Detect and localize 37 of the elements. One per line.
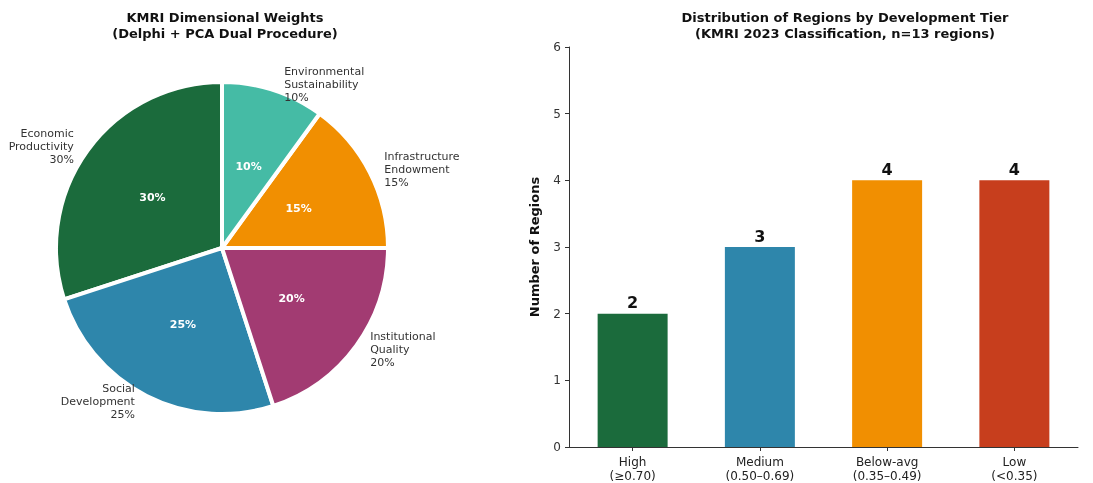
text: 25%: [169, 318, 197, 332]
text: 30%: [139, 190, 166, 204]
data-label: 30%: [49, 153, 74, 167]
y-tick-label: 6: [553, 40, 561, 54]
x-tick-label: Below-avg (0.35–0.49): [852, 455, 922, 483]
y-tick-label: 2: [553, 306, 561, 321]
y-axis-title: Number of Regions: [527, 176, 542, 318]
text: 10%: [235, 159, 262, 173]
data-label: 15%: [384, 176, 409, 190]
bar: [852, 180, 923, 447]
data-label: 10%: [284, 90, 309, 104]
slice-label: Institutional Quality: [370, 329, 436, 356]
y-tick-label: 5: [553, 106, 561, 121]
slice-label: Social Development: [60, 381, 136, 408]
y-tick-label: 1: [553, 373, 561, 388]
slice-label: Infrastructure Endowment: [384, 150, 460, 177]
text: 15%: [285, 202, 312, 216]
slice-label: Environmental Sustainability: [284, 64, 365, 91]
text: 20%: [278, 292, 305, 306]
data-label: 4: [1008, 159, 1020, 179]
data-label: 25%: [110, 407, 135, 421]
y-tick-label: 0: [553, 440, 561, 454]
x-tick-label: Low (<0.35): [991, 455, 1038, 483]
data-label: 2: [627, 293, 639, 313]
y-tick-label: 4: [553, 173, 561, 188]
bar: [597, 313, 668, 447]
y-tick-label: 3: [553, 240, 561, 254]
slice-label: Economic Productivity: [8, 127, 75, 154]
data-label: 3: [754, 226, 766, 246]
bar: [724, 247, 795, 447]
x-tick-label: Medium (0.50–0.69): [725, 455, 795, 483]
chart-title: Distribution of Regions by Development Tier (KMRI 2023 Classification, n=13 regions): [681, 9, 1010, 41]
data-label: 20%: [370, 355, 395, 369]
bar: [979, 180, 1050, 447]
chart-title: KMRI Dimensional Weights (Delphi + PCA Dual Procedure): [112, 9, 338, 41]
data-label: 4: [881, 159, 893, 179]
x-tick-label: High (≥0.70): [609, 455, 656, 483]
